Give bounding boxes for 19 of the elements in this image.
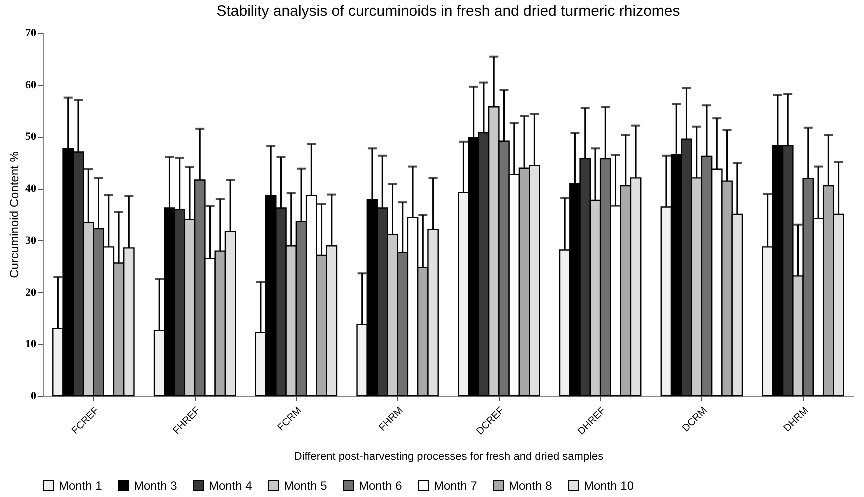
y-tick-label: 20 — [26, 286, 37, 299]
legend-label: Month 5 — [284, 479, 328, 493]
legend-label: Month 7 — [434, 479, 478, 493]
legend-label: Month 8 — [509, 479, 553, 493]
y-tick-label: 40 — [26, 183, 37, 196]
chart-title: Stability analysis of curcuminoids in fresh and dried turmeric rhizomes — [216, 3, 680, 20]
legend-label: Month 3 — [134, 479, 178, 493]
legend-label: Month 4 — [209, 479, 253, 493]
y-tick-label: 60 — [26, 79, 37, 92]
y-axis-title: Curcuminoid Content % — [8, 151, 22, 278]
legend-label: Month 1 — [59, 479, 103, 493]
y-tick-label: 70 — [26, 28, 37, 40]
y-tick-label: 30 — [26, 234, 37, 247]
y-tick-label: 10 — [26, 338, 37, 351]
y-tick-label: 50 — [26, 131, 37, 144]
y-tick-label: 0 — [31, 390, 37, 402]
legend-label: Month 6 — [359, 479, 403, 493]
x-axis-title: Different post-harvesting processes for fresh and dried samples — [294, 450, 604, 463]
legend-label: Month 10 — [584, 479, 634, 493]
